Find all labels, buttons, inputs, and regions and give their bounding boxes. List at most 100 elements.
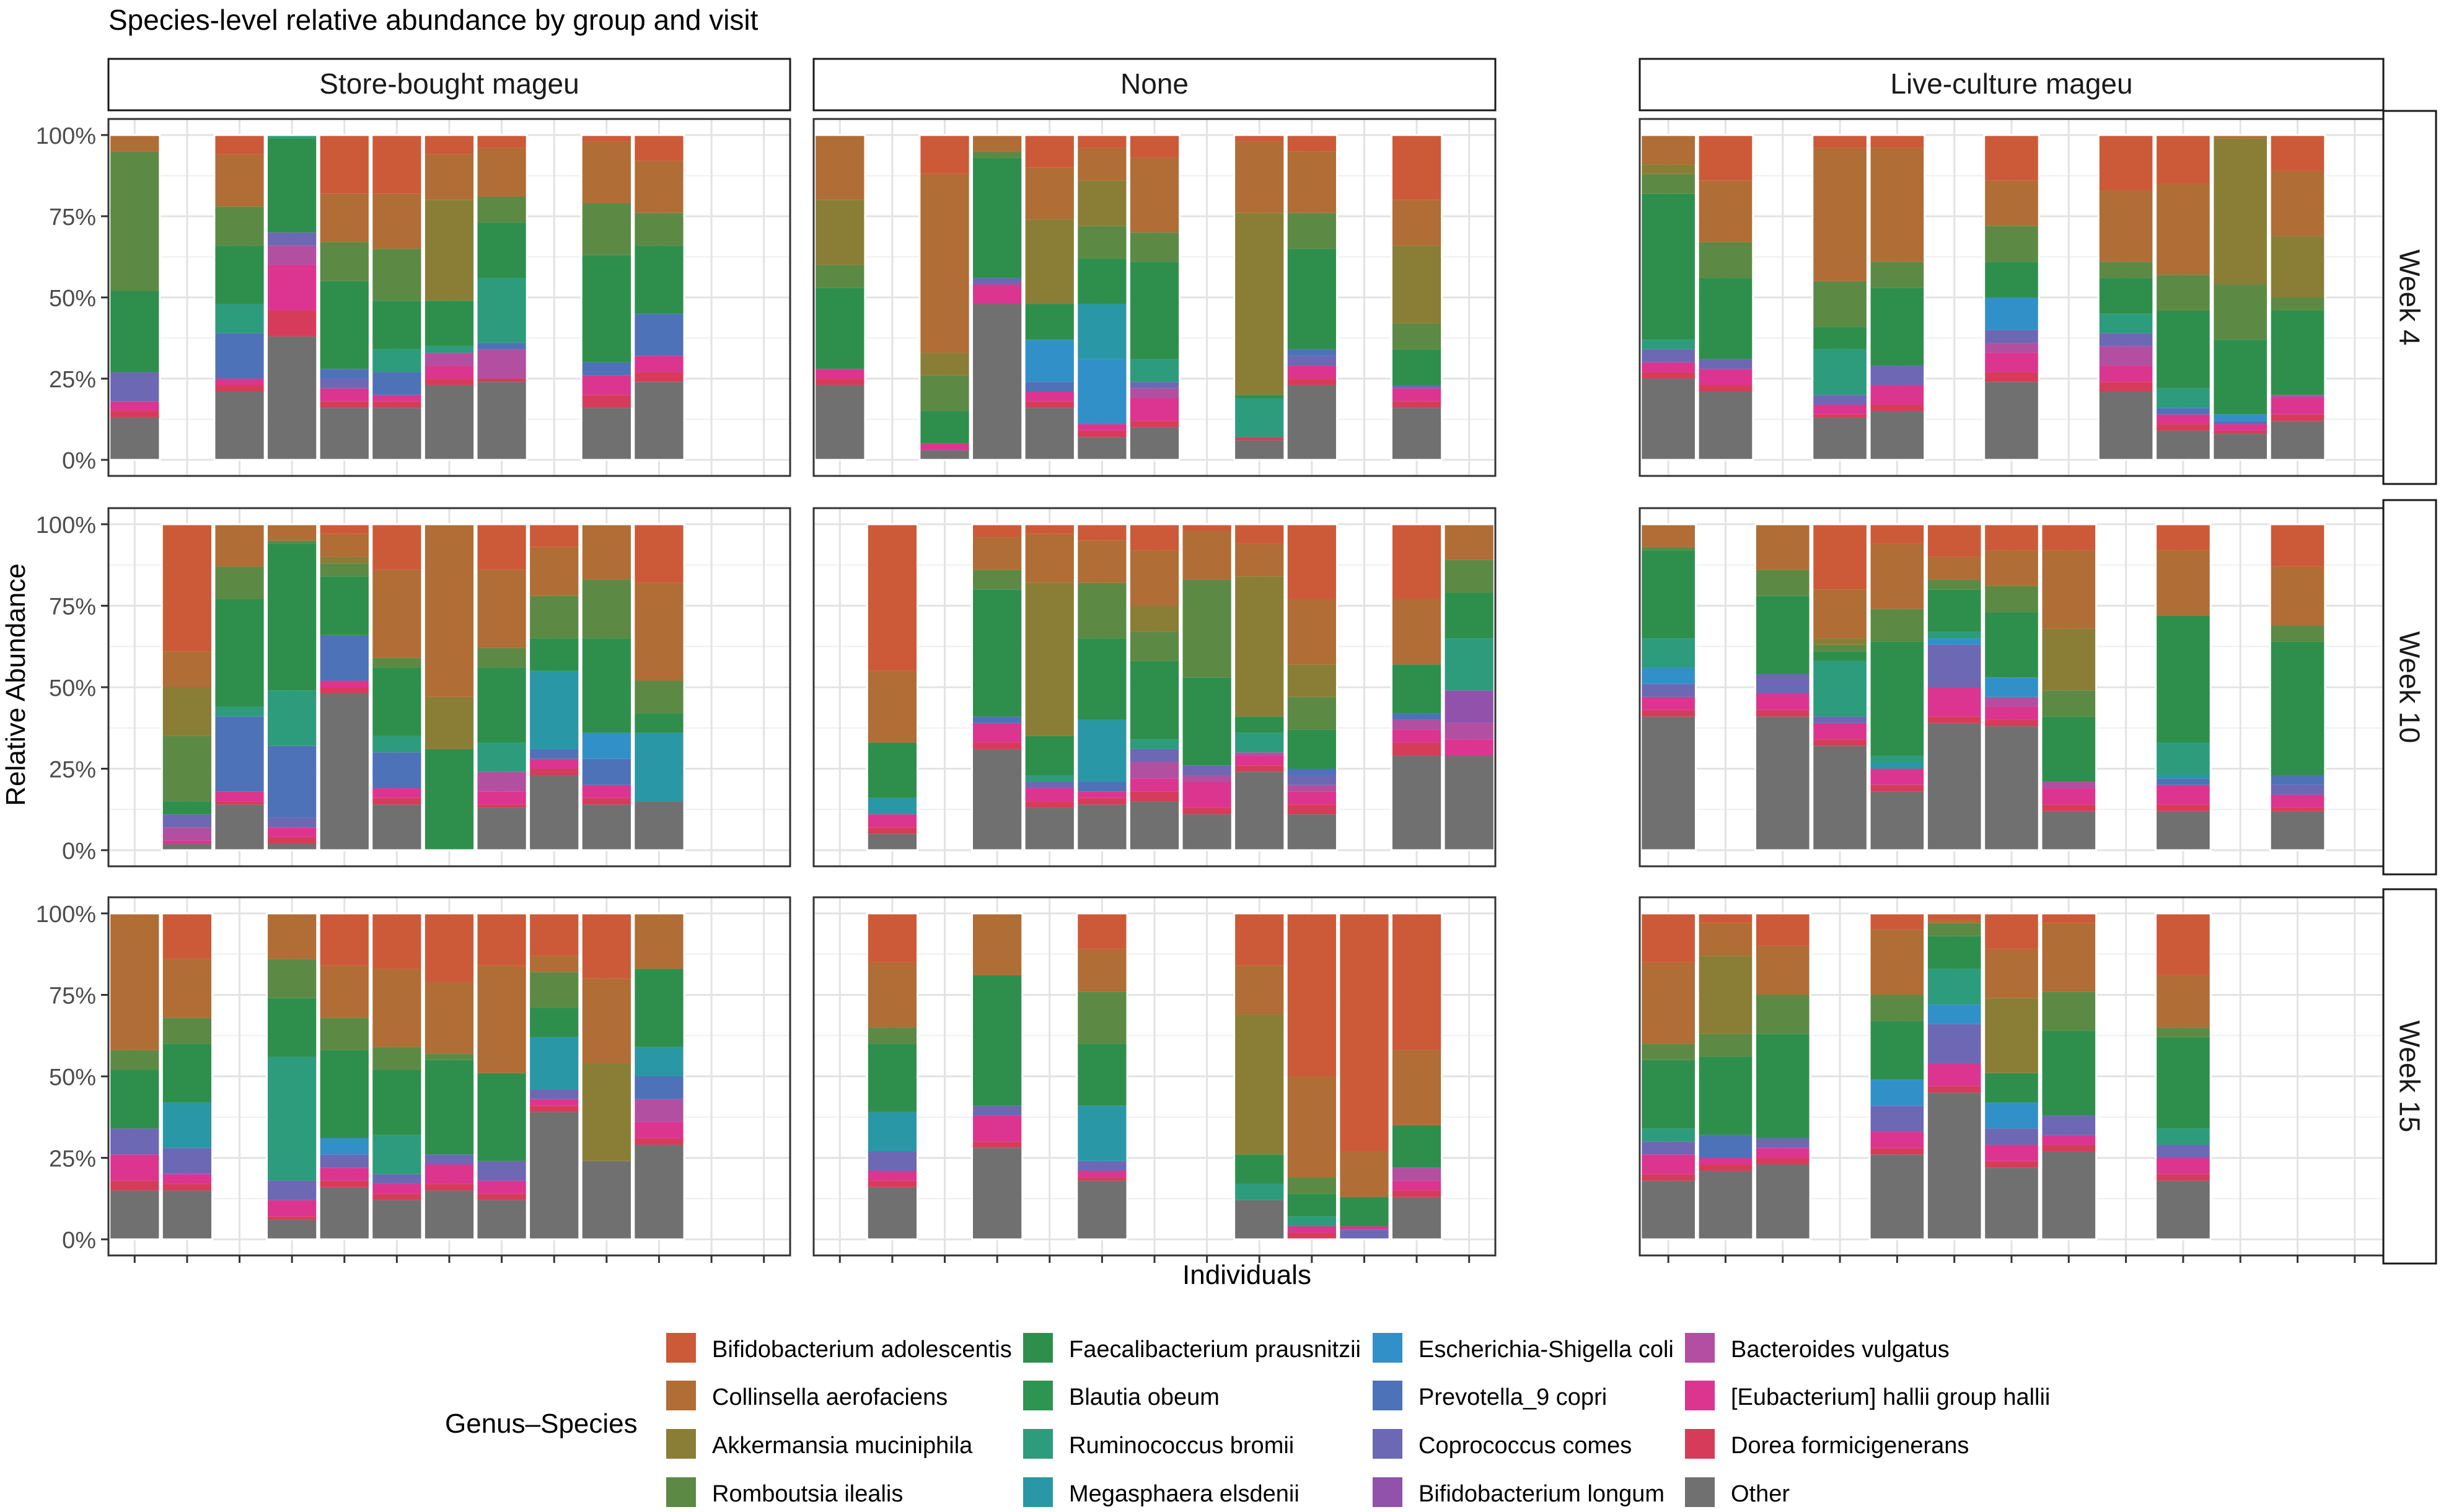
bar-segment [1024,401,1075,408]
bar-segment [1927,1004,1982,1024]
bar-segment [633,1099,685,1122]
bar-segment [162,840,213,844]
bar-segment [371,1135,422,1174]
legend-label: Coprococcus comes [1418,1433,1632,1459]
bar-segment [424,749,475,850]
bar-segment [424,1164,475,1184]
bar-segment [1391,385,1442,389]
bar-segment [867,1151,918,1171]
bar-segment [1698,1164,1753,1171]
bar-segment [2041,804,2096,811]
facet-panel: 0% 25% 50% 75% 100% [36,896,791,1263]
stacked-bar [318,134,371,461]
bar-outline [2269,523,2326,851]
bar-segment [1286,697,1337,730]
bar-outline [266,523,319,851]
stacked-bar [866,912,919,1241]
stacked-bar [1390,912,1443,1241]
bar-segment [424,913,475,982]
bar-segment [2155,975,2211,1028]
bar-segment [2155,804,2211,811]
bar-segment [1640,340,1696,349]
stacked-bar [1233,523,1286,851]
bar-segment [1076,147,1127,181]
bar-segment [1640,379,1696,460]
bar-segment [266,543,317,691]
bar-segment [1640,372,1696,379]
bar-segment [214,599,265,707]
bar-outline [971,523,1024,851]
bar-segment [1698,1135,1753,1158]
bar-segment [1870,791,1925,850]
legend-label: Romboutsia ilealis [712,1481,903,1507]
bar-outline [1811,134,1868,461]
bar-segment [162,687,213,736]
bar-segment [1024,582,1075,736]
bar-segment [1182,530,1233,580]
y-tick-label: 50% [49,1065,96,1091]
bar-segment [2155,1027,2211,1037]
bar-outline [318,912,371,1241]
stacked-bar [1285,134,1338,461]
bar-segment [109,1070,160,1129]
stacked-bar [866,523,919,851]
bar-segment [972,304,1023,460]
stacked-bar [371,134,423,461]
legend-item: Bifidobacterium adolescentis [666,1333,1012,1363]
stacked-bar [161,912,214,1241]
bar-segment [1812,745,1868,850]
bar-segment [1286,134,1337,152]
bar-segment [2155,388,2211,408]
bar-segment [1927,556,1982,580]
stacked-bar [371,912,423,1241]
bar-segment [581,579,632,639]
bar-segment [581,1161,632,1239]
bar-segment [1234,771,1285,850]
bar-segment [109,913,160,1050]
bar-segment [109,411,160,418]
bar-segment [633,713,685,733]
bar-segment [214,206,265,246]
bar-segment [371,804,422,850]
bar-segment [1129,524,1180,551]
bar-segment [1984,1145,2039,1161]
bar-segment [1755,569,1811,596]
bar-segment [1129,157,1180,233]
bar-segment [1755,913,1811,946]
bar-segment [1812,716,1868,723]
bar-segment [919,450,970,460]
bar-segment [371,408,422,460]
bar-segment [1698,1158,1753,1165]
bar-segment [1984,550,2039,586]
bar-segment [1182,775,1233,782]
bar-segment [424,385,475,460]
bar-segment [1024,304,1075,340]
stacked-bar [423,134,476,461]
bar-segment [1076,913,1127,949]
bar-segment [1391,524,1442,599]
bar-outline [1983,912,2040,1241]
bar-segment [972,589,1023,717]
y-tick-label: 75% [49,204,96,231]
legend-item: Bacteroides vulgatus [1685,1333,1950,1363]
bar-segment [1640,1128,1696,1142]
bar-segment [1870,147,1925,262]
bar-segment [1076,304,1127,359]
bar-segment [1129,232,1180,262]
bar-segment [1927,638,1982,645]
bar-segment [1927,589,1982,632]
panel-border [812,507,1497,868]
bar-segment [1391,200,1442,246]
bar-segment [2270,524,2325,567]
bar-segment [1984,1128,2039,1145]
bar-segment [162,827,213,841]
bar-segment [266,1057,317,1181]
bar-segment [1076,638,1127,720]
bar-segment [1286,775,1337,785]
bar-segment [2041,716,2096,782]
bar-segment [319,193,370,242]
bar-segment [2155,913,2211,975]
bar-segment [1984,677,2039,697]
bar-segment [424,524,475,697]
bar-segment [1870,262,1925,288]
